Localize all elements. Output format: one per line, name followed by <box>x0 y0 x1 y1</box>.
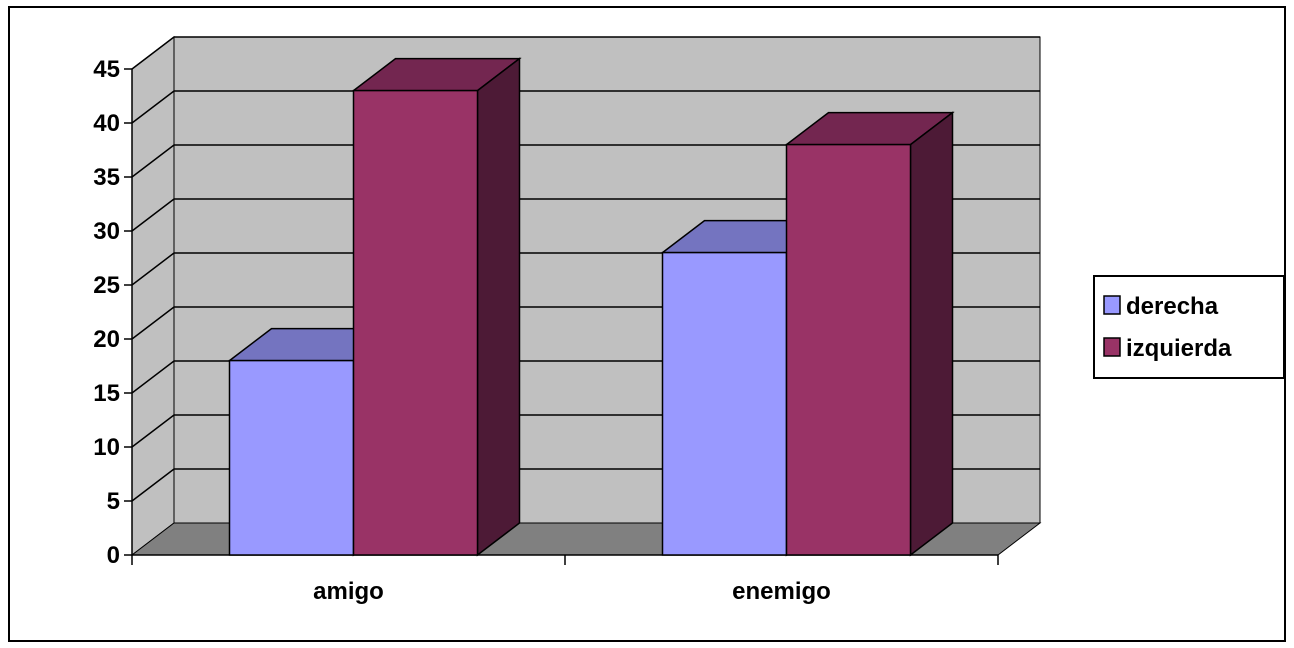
bar-front <box>661 251 788 556</box>
gridline <box>131 90 1040 124</box>
bar-side <box>476 57 521 557</box>
legend-label: derecha <box>1126 293 1219 320</box>
bar-front <box>228 359 355 556</box>
y-tick-label: 25 <box>93 272 120 299</box>
y-tick-label: 45 <box>93 56 120 83</box>
bar-front <box>785 143 912 556</box>
y-tick-label: 35 <box>93 164 120 191</box>
bar-front <box>352 89 479 556</box>
legend-swatch <box>1103 295 1121 315</box>
x-tick-label: enemigo <box>732 578 831 605</box>
legend-box <box>1093 275 1285 379</box>
gridline <box>131 198 1040 232</box>
y-tick-label: 20 <box>93 326 120 353</box>
legend-label: izquierda <box>1126 335 1232 362</box>
y-tick-label: 10 <box>93 434 120 461</box>
bar <box>351 57 522 557</box>
y-tick-label: 15 <box>93 380 120 407</box>
y-tick-label: 5 <box>107 488 120 515</box>
gridline <box>131 144 1040 178</box>
legend-swatch <box>1103 337 1121 357</box>
y-tick-label: 30 <box>93 218 120 245</box>
y-tick-label: 0 <box>107 542 120 569</box>
y-tick-label: 40 <box>93 110 120 137</box>
bar <box>784 111 955 557</box>
x-tick-label: amigo <box>313 578 384 605</box>
bar-side <box>909 111 954 557</box>
side-wall <box>131 35 175 557</box>
gridline <box>131 36 1040 70</box>
